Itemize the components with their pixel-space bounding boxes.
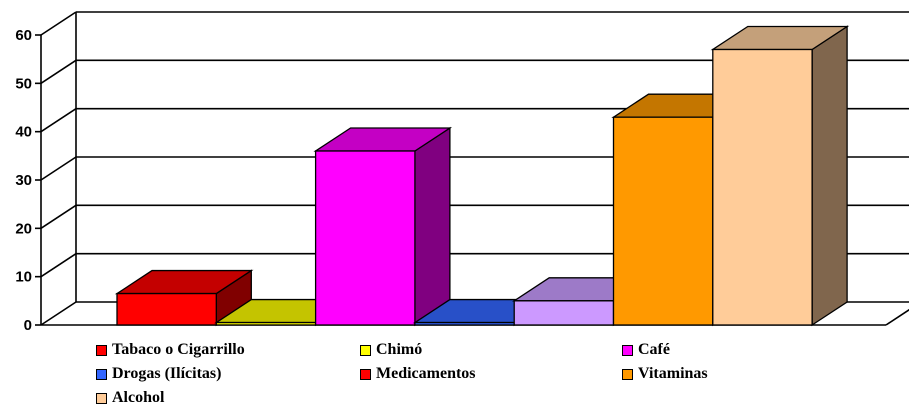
legend-label: Café (638, 341, 670, 358)
bar-front (215, 321, 317, 326)
y-tick-labels: 0 10 20 30 40 50 60 (15, 27, 32, 334)
legend-label: Drogas (Ilícitas) (112, 365, 222, 382)
legend-item: Drogas (Ilícitas) (96, 365, 221, 383)
y-tick-label: 40 (15, 124, 32, 141)
legend-item: Medicamentos (360, 365, 476, 383)
bars (114, 25, 850, 327)
gridline-depth (40, 156, 77, 181)
bar (313, 126, 453, 327)
gridline-depth (40, 59, 77, 85)
legend-swatch (96, 344, 107, 356)
bar-front (116, 292, 217, 326)
bar-side (811, 25, 848, 327)
bar (114, 269, 254, 327)
y-tick-label: 60 (15, 27, 32, 44)
legend-swatch (622, 368, 633, 380)
y-tick-label: 10 (15, 269, 32, 286)
legend-label: Tabaco o Cigarrillo (112, 341, 245, 358)
legend-item: Chimó (360, 341, 422, 359)
legend-item: Tabaco o Cigarrillo (96, 341, 245, 359)
floor-edge (885, 308, 909, 326)
bar-front (414, 321, 515, 326)
legend-item: Vitaminas (622, 365, 708, 383)
y-tick-label: 20 (15, 220, 32, 237)
legend-swatch (360, 344, 371, 356)
gridline-depth (40, 204, 77, 230)
y-tick-label: 0 (24, 317, 32, 334)
y-tick-label: 50 (15, 75, 32, 92)
y-tick-label: 30 (15, 172, 32, 189)
bar-front (314, 150, 416, 326)
legend-swatch (360, 368, 371, 380)
legend-item: Alcohol (96, 389, 164, 407)
gridline-depth (40, 11, 77, 36)
legend-swatch (96, 392, 107, 404)
gridlines (40, 11, 909, 326)
bar (710, 25, 850, 327)
gridline-depth (40, 107, 77, 133)
legend-label: Chimó (376, 341, 423, 358)
legend-swatch (96, 368, 107, 380)
gridline-depth (40, 252, 77, 278)
bar-front (513, 300, 615, 326)
bar-front (612, 116, 714, 326)
legend-swatch (622, 344, 633, 356)
gridline-depth (40, 301, 77, 326)
legend-label: Vitaminas (638, 365, 708, 382)
legend-label: Alcohol (112, 389, 165, 406)
bar-front (712, 48, 813, 326)
legend-item: Café (622, 341, 670, 359)
bar-side (414, 126, 451, 327)
legend-label: Medicamentos (376, 365, 476, 382)
